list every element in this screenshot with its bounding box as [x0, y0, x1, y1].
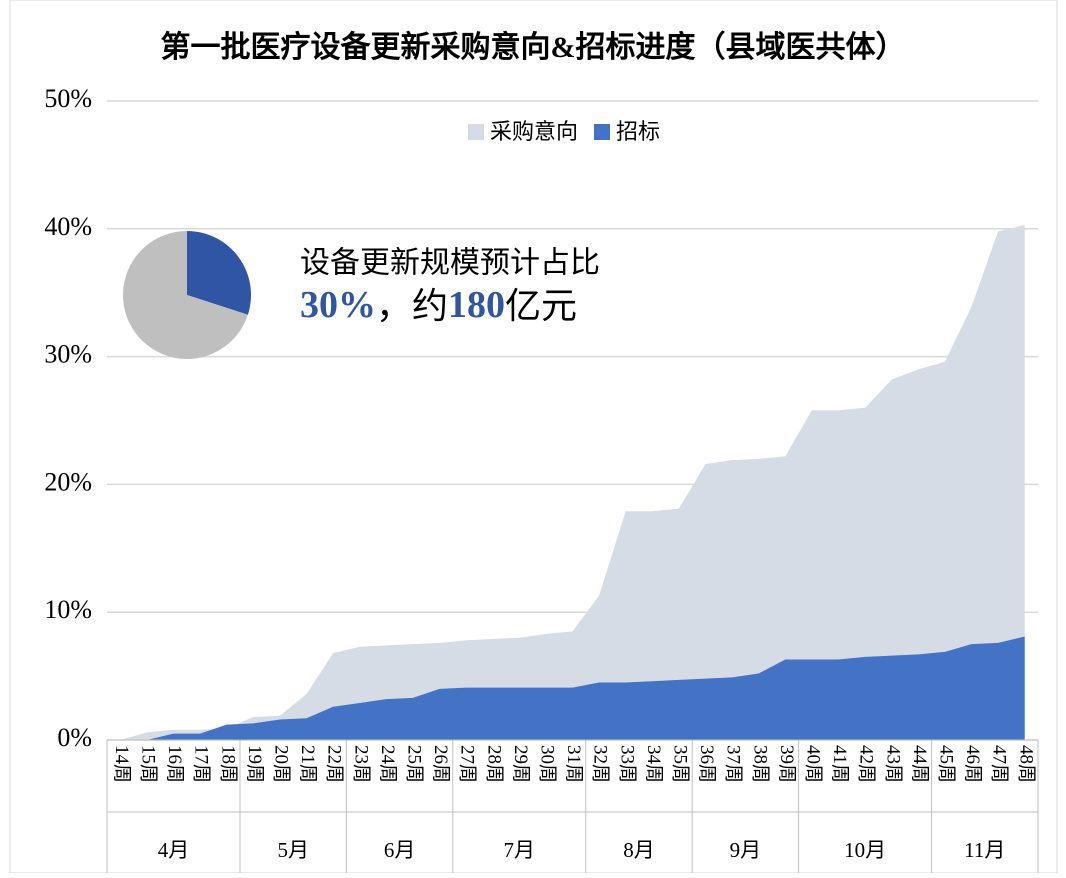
x-tick-label: 42周	[856, 745, 877, 783]
area	[120, 636, 1025, 740]
area	[120, 224, 1025, 740]
pie-slice	[123, 231, 248, 359]
x-tick-label: 15周	[138, 745, 159, 783]
x-group-label: 11月	[964, 838, 1005, 862]
x-tick-label: 37周	[723, 745, 744, 783]
x-group-label: 6月	[384, 838, 416, 862]
x-group-label: 7月	[504, 838, 536, 862]
y-tick-label: 40%	[44, 212, 92, 241]
x-group-label: 8月	[623, 838, 655, 862]
x-tick-label: 14周	[111, 745, 132, 783]
x-tick-label: 44周	[909, 745, 930, 783]
x-group-label: 4月	[158, 838, 190, 862]
x-tick-label: 46周	[962, 745, 983, 783]
chart-title: 第一批医疗设备更新采购意向&招标进度（县域医共体）	[161, 30, 906, 64]
annotation-part: 180	[448, 284, 505, 326]
pie-slice	[187, 231, 252, 315]
annotation-part: 30%	[300, 284, 376, 326]
annotation-part: 亿元	[505, 286, 577, 327]
legend-swatch	[468, 124, 484, 140]
x-tick-label: 33周	[616, 745, 637, 783]
x-tick-label: 29周	[510, 745, 531, 783]
x-tick-label: 24周	[377, 745, 398, 783]
x-tick-label: 30周	[537, 745, 558, 783]
x-tick-label: 20周	[271, 745, 292, 783]
x-tick-label: 16周	[164, 745, 185, 783]
x-group-label: 10月	[844, 838, 886, 862]
x-group-label: 9月	[730, 838, 762, 862]
x-tick-label: 21周	[297, 745, 318, 783]
x-tick-label: 26周	[430, 745, 451, 783]
annotation-part: ，约	[376, 286, 448, 327]
x-tick-label: 39周	[776, 745, 797, 783]
x-tick-label: 22周	[324, 745, 345, 783]
x-tick-label: 35周	[670, 745, 691, 783]
x-tick-label: 18周	[217, 745, 238, 783]
x-tick-label: 32周	[590, 745, 611, 783]
x-group-label: 5月	[277, 838, 309, 862]
x-tick-label: 48周	[1015, 745, 1036, 783]
x-tick-label: 36周	[696, 745, 717, 783]
x-tick-label: 17周	[191, 745, 212, 783]
x-tick-label: 45周	[936, 745, 957, 783]
annotation-line: 设备更新规模预计占比	[300, 246, 600, 281]
y-tick-label: 10%	[44, 595, 92, 624]
x-tick-label: 31周	[563, 745, 584, 783]
legend-label: 采购意向	[490, 120, 578, 145]
x-tick-label: 34周	[643, 745, 664, 783]
y-tick-label: 20%	[44, 467, 92, 496]
x-tick-label: 27周	[457, 745, 478, 783]
x-tick-label: 28周	[483, 745, 504, 783]
x-tick-label: 41周	[829, 745, 850, 783]
legend-label: 招标	[616, 120, 660, 145]
x-tick-label: 38周	[749, 745, 770, 783]
x-tick-label: 43周	[882, 745, 903, 783]
y-tick-label: 50%	[44, 84, 92, 113]
x-tick-label: 47周	[989, 745, 1010, 783]
y-tick-label: 0%	[57, 723, 92, 752]
x-tick-label: 40周	[803, 745, 824, 783]
legend-swatch	[594, 124, 611, 140]
annotation-line: 30%，约180亿元	[300, 284, 577, 327]
y-tick-label: 30%	[44, 340, 92, 369]
x-tick-label: 19周	[244, 745, 265, 783]
x-tick-label: 23周	[350, 745, 371, 783]
x-tick-label: 25周	[404, 745, 425, 783]
